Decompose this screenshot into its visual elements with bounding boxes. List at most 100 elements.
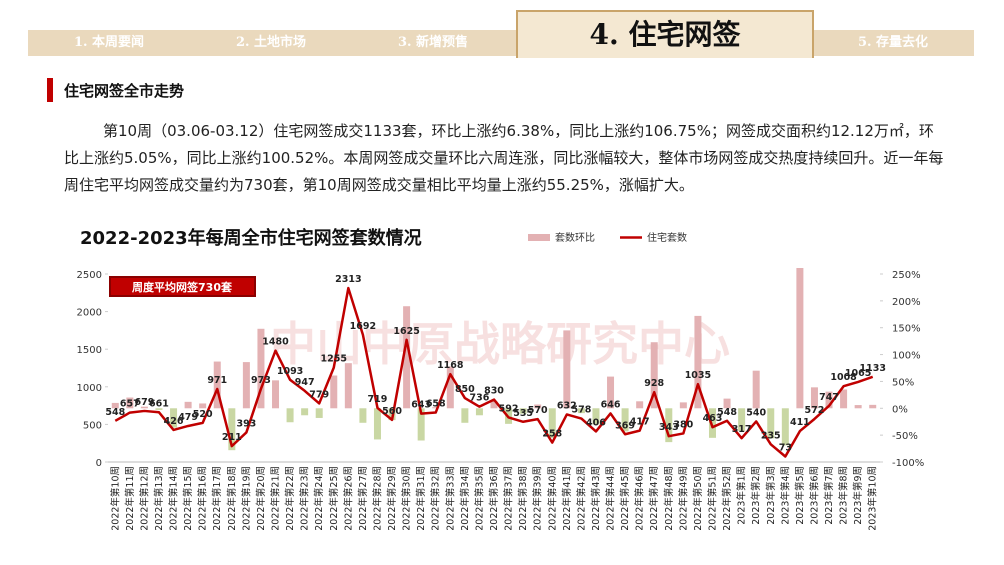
x-tick-label: 2022年第24周 (313, 466, 325, 531)
bar (490, 401, 498, 409)
nav-tab[interactable]: 4. 住宅网签 (516, 10, 814, 58)
bar (475, 408, 483, 416)
x-tick-label: 2022年第33周 (444, 466, 456, 531)
bar (519, 408, 527, 414)
bar (810, 387, 818, 409)
bar (330, 375, 338, 409)
data-label: 1480 (262, 337, 289, 348)
data-label: 632 (557, 400, 577, 411)
data-label: 2313 (335, 274, 361, 285)
bar (213, 361, 221, 409)
bar (403, 306, 411, 409)
data-label: 1625 (393, 326, 419, 337)
x-tick-label: 2022年第32周 (430, 466, 442, 531)
data-label: 570 (528, 405, 548, 416)
x-tick-label: 2022年第11周 (124, 466, 136, 531)
x-tick-label: 2022年第26周 (342, 466, 354, 531)
data-label: 479 (178, 412, 198, 423)
data-label: 211 (222, 432, 242, 443)
x-tick-label: 2022年第17周 (211, 466, 223, 531)
bar (126, 397, 134, 409)
x-tick-label: 2022年第37周 (503, 466, 515, 531)
data-label: 560 (382, 406, 402, 417)
x-tick-label: 2022年第25周 (328, 466, 340, 531)
chart-title: 2022-2023年每周全市住宅网签套数情况 (80, 227, 422, 249)
y2-tick-label: 0% (892, 404, 908, 415)
y2-tick-label: 250% (892, 270, 921, 281)
data-label: 369 (615, 420, 635, 431)
data-label: 779 (309, 389, 329, 400)
data-label: 535 (513, 408, 533, 419)
data-label: 1065 (845, 368, 871, 379)
x-tick-label: 2022年第29周 (386, 466, 398, 531)
x-tick-label: 2022年第34周 (459, 466, 471, 531)
bar (548, 408, 556, 438)
data-label: 719 (368, 394, 388, 405)
data-label: 592 (499, 403, 519, 414)
nav-tab[interactable]: 3. 新增预售 (397, 35, 469, 50)
data-label: 971 (207, 375, 227, 386)
legend-label: 套数环比 (555, 231, 595, 244)
data-label: 417 (630, 417, 650, 428)
data-label: 1008 (830, 372, 857, 383)
y-tick-label: 500 (83, 420, 102, 431)
bar (301, 408, 309, 416)
data-label: 947 (295, 377, 315, 388)
x-tick-label: 2022年第20周 (255, 466, 267, 531)
x-tick-label: 2022年第31周 (415, 466, 427, 531)
x-tick-label: 2022年第14周 (168, 466, 180, 531)
paragraph: 第10周（03.06-03.12）住宅网签成交1133套，环比上涨约6.38%，… (64, 122, 944, 194)
bar (242, 362, 250, 409)
x-tick-label: 2022年第41周 (561, 466, 573, 531)
data-label: 73 (779, 443, 792, 454)
section-title: 住宅网签全市走势 (64, 82, 185, 100)
line (114, 286, 874, 458)
y2-tick-label: 150% (892, 324, 921, 335)
data-label: 973 (251, 375, 271, 386)
x-tick-label: 2022年第23周 (299, 466, 311, 531)
bar (767, 408, 775, 439)
bars (111, 268, 877, 451)
x-tick-label: 2022年第10周 (109, 466, 121, 531)
bar (432, 407, 440, 409)
nav-tab[interactable]: 2. 土地市场 (235, 35, 307, 50)
bar (840, 389, 848, 409)
bar (577, 408, 585, 414)
bar (563, 330, 571, 409)
data-label: 1035 (685, 370, 711, 381)
data-label: 548 (105, 407, 125, 418)
bar (636, 401, 644, 409)
x-tick-label: 2022年第27周 (357, 466, 369, 531)
data-label: 928 (644, 378, 664, 389)
x-tick-label: 2022年第36周 (488, 466, 500, 531)
y-tick-label: 2000 (77, 308, 102, 319)
annotation: 周度平均网签730套 (132, 280, 233, 294)
bar (272, 380, 280, 409)
bar (665, 408, 673, 443)
y-tick-label: 0 (96, 458, 102, 469)
section-marker (47, 78, 53, 102)
nav-tab[interactable]: 1. 本周要闻 (73, 35, 145, 50)
bar (723, 398, 731, 409)
bar (694, 315, 702, 409)
x-tick-label: 2023年第6周 (808, 466, 820, 525)
y2-tick-label: -100% (892, 458, 924, 469)
x-tick-label: 2022年第13周 (153, 466, 165, 531)
y-tick-label: 1500 (77, 345, 102, 356)
y2-tick-label: 100% (892, 351, 921, 362)
data-label: 548 (717, 407, 737, 418)
x-tick-label: 2022年第22周 (284, 466, 296, 531)
x-tick-label: 2022年第12周 (138, 466, 150, 531)
bar (461, 408, 469, 423)
x-tick-label: 2022年第16周 (197, 466, 209, 531)
nav-tab[interactable]: 5. 存量去化 (857, 35, 929, 50)
x-tick-label: 2022年第18周 (226, 466, 238, 531)
x-tick-label: 2022年第40周 (546, 466, 558, 531)
x-tick-label: 2023年第3周 (765, 466, 777, 525)
data-label: 426 (164, 416, 184, 427)
bar (446, 366, 454, 409)
y2-tick-label: 200% (892, 297, 921, 308)
data-label: 393 (236, 418, 256, 429)
data-label: 747 (819, 392, 839, 403)
